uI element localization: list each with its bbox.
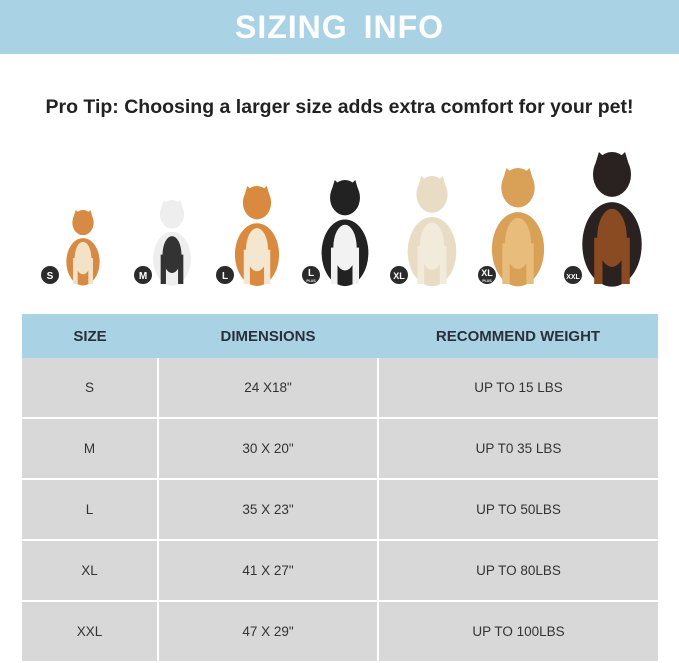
table-row: L 35 X 23" UP TO 50LBS — [22, 479, 658, 541]
cell-weight: UP TO 50LBS — [377, 479, 658, 541]
pro-tip: Pro Tip: Choosing a larger size adds ext… — [45, 96, 634, 118]
cell-size: L — [22, 479, 159, 541]
cell-weight: UP T0 35 LBS — [377, 418, 658, 480]
badge-label: XXL — [566, 274, 580, 281]
cell-dimensions: 41 X 27" — [157, 540, 379, 602]
pomeranian-image — [66, 210, 100, 286]
table-row: S 24 X18" UP TO 15 LBS — [22, 358, 658, 419]
cell-dimensions: 30 X 20" — [157, 418, 379, 480]
doberman-image — [582, 152, 642, 287]
size-badge: XL — [390, 266, 408, 284]
table-row: M 30 X 20" UP T0 35 LBS — [22, 418, 658, 480]
size-badge: M — [134, 266, 152, 284]
cell-size: XL — [22, 540, 159, 602]
badge-label: L — [222, 271, 228, 282]
badge-label: S — [47, 271, 54, 282]
badge-sublabel: PLUS — [306, 279, 316, 283]
labrador-image — [407, 176, 457, 287]
badge-label: M — [139, 271, 147, 282]
size-badge: XXL — [564, 266, 582, 284]
size-table: SIZE DIMENSIONS RECOMMEND WEIGHT S 24 X18… — [22, 314, 658, 663]
cell-size: M — [22, 418, 159, 480]
golden-retriever-image — [491, 168, 545, 287]
page-title: SIZING INFO — [235, 8, 444, 45]
table-row: XL 41 X 27" UP TO 80LBS — [22, 540, 658, 602]
cell-weight: UP TO 80LBS — [377, 540, 658, 602]
table-header: SIZE DIMENSIONS RECOMMEND WEIGHT — [22, 314, 658, 358]
cell-size: XXL — [22, 601, 159, 663]
badge-label: XL — [481, 268, 493, 278]
badge-label: L — [308, 268, 314, 279]
cell-weight: UP TO 100LBS — [377, 601, 658, 663]
size-badge: S — [41, 266, 59, 284]
cell-weight: UP TO 15 LBS — [377, 358, 658, 419]
border-collie-image — [321, 180, 369, 287]
header-size: SIZE — [22, 314, 158, 358]
cell-dimensions: 35 X 23" — [157, 479, 379, 541]
shiba-inu-image — [234, 186, 280, 286]
badge-label: XL — [393, 271, 405, 281]
cell-size: S — [22, 358, 159, 419]
table-row: XXL 47 X 29" UP TO 100LBS — [22, 601, 658, 663]
header-dimensions: DIMENSIONS — [158, 314, 378, 358]
cell-dimensions: 24 X18" — [157, 358, 379, 419]
header-weight: RECOMMEND WEIGHT — [378, 314, 658, 358]
french-bulldog-image — [153, 200, 191, 286]
badge-sublabel: PLUS — [482, 279, 492, 283]
title-banner: SIZING INFO — [0, 0, 679, 54]
cell-dimensions: 47 X 29" — [157, 601, 379, 663]
size-badge: L — [216, 266, 234, 284]
